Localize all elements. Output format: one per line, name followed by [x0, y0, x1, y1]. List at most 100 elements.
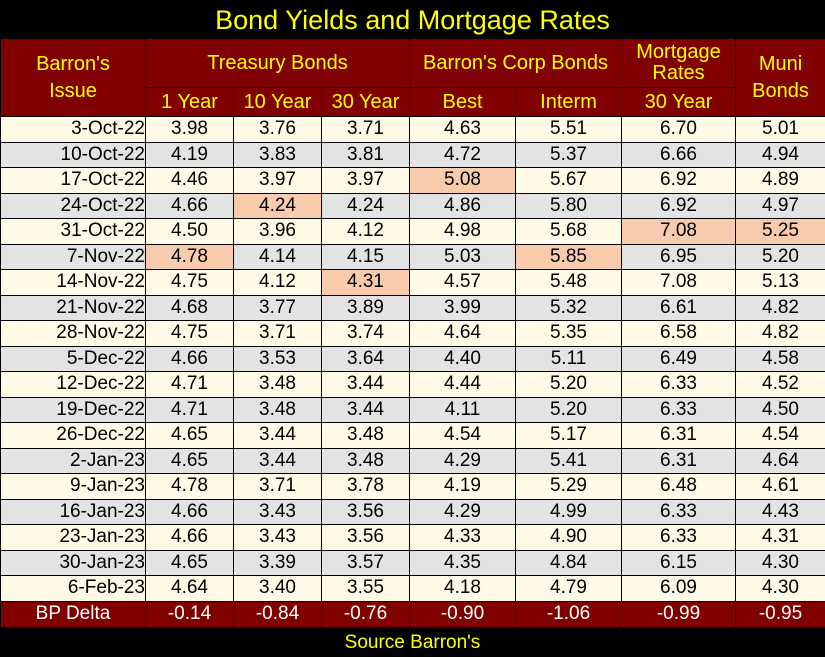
issue-date-cell: 14-Nov-22: [0, 269, 146, 296]
issue-date-cell: 17-Oct-22: [0, 167, 146, 194]
header-corp-bonds: Barron's Corp Bonds: [409, 38, 623, 88]
value-cell: 6.70: [621, 116, 737, 143]
table-row: 26-Dec-22 4.65 3.44 3.48 4.54 5.17 6.31 4.54: [0, 422, 825, 449]
header-treasury-bonds: Treasury Bonds: [144, 38, 411, 88]
value-cell: 4.15: [320, 243, 411, 270]
value-cell: 4.29: [409, 498, 517, 525]
value-cell: 4.63: [409, 116, 517, 143]
value-cell: 4.82: [735, 320, 825, 347]
value-cell: 4.35: [409, 549, 517, 576]
value-cell: 3.98: [145, 116, 234, 143]
highlighted-value-cell: 4.31: [320, 269, 411, 296]
value-cell: 3.48: [233, 371, 322, 398]
delta-cell: -0.84: [233, 600, 322, 628]
value-cell: 4.11: [409, 396, 517, 423]
value-cell: 4.30: [735, 575, 825, 602]
value-cell: 3.39: [233, 549, 322, 576]
value-cell: 4.43: [735, 498, 825, 525]
value-cell: 7.08: [621, 269, 737, 296]
value-cell: 4.66: [145, 498, 234, 525]
value-cell: 3.71: [233, 320, 322, 347]
issue-date-cell: 19-Dec-22: [0, 396, 146, 423]
value-cell: 4.50: [145, 218, 234, 245]
value-cell: 4.97: [735, 192, 825, 219]
issue-date-cell: 31-Oct-22: [0, 218, 146, 245]
header-treasury-30-year: 30 Year: [320, 87, 411, 117]
value-cell: 4.66: [145, 345, 234, 372]
delta-cell: -0.95: [735, 600, 825, 628]
value-cell: 5.37: [515, 141, 623, 168]
value-cell: 4.50: [735, 396, 825, 423]
value-cell: 6.33: [621, 371, 737, 398]
value-cell: 6.58: [621, 320, 737, 347]
table-row: 31-Oct-22 4.50 3.96 4.12 4.98 5.68 7.08 5.25: [0, 218, 825, 245]
value-cell: 5.35: [515, 320, 623, 347]
table-row: 6-Feb-23 4.64 3.40 3.55 4.18 4.79 6.09 4.30: [0, 575, 825, 602]
value-cell: 5.80: [515, 192, 623, 219]
issue-date-cell: 12-Dec-22: [0, 371, 146, 398]
delta-cell: -0.76: [320, 600, 411, 628]
value-cell: 3.97: [233, 167, 322, 194]
value-cell: 4.68: [145, 294, 234, 321]
bp-delta-row: BP Delta -0.14 -0.84 -0.76 -0.90 -1.06 -…: [0, 600, 825, 628]
value-cell: 3.43: [233, 524, 322, 551]
issue-date-cell: 5-Dec-22: [0, 345, 146, 372]
value-cell: 4.18: [409, 575, 517, 602]
header-mortgage-30-year: 30 Year: [621, 87, 737, 117]
value-cell: 3.64: [320, 345, 411, 372]
value-cell: 4.58: [735, 345, 825, 372]
value-cell: 6.31: [621, 447, 737, 474]
value-cell: 4.66: [145, 192, 234, 219]
value-cell: 4.40: [409, 345, 517, 372]
source-caption: Source Barron's: [344, 632, 481, 653]
value-cell: 4.64: [145, 575, 234, 602]
table-row: 16-Jan-23 4.66 3.43 3.56 4.29 4.99 6.33 4.43: [0, 498, 825, 525]
highlighted-value-cell: 4.24: [233, 192, 322, 219]
issue-date-cell: 23-Jan-23: [0, 524, 146, 551]
value-cell: 4.90: [515, 524, 623, 551]
value-cell: 3.81: [320, 141, 411, 168]
issue-date-cell: 26-Dec-22: [0, 422, 146, 449]
header-barrons-issue: Barron's Issue: [0, 38, 146, 117]
value-cell: 3.71: [320, 116, 411, 143]
value-cell: 5.01: [735, 116, 825, 143]
value-cell: 4.82: [735, 294, 825, 321]
value-cell: 4.12: [233, 269, 322, 296]
value-cell: 4.94: [735, 141, 825, 168]
page-title: Bond Yields and Mortgage Rates: [215, 5, 610, 35]
value-cell: 6.33: [621, 524, 737, 551]
value-cell: 6.33: [621, 396, 737, 423]
value-cell: 4.71: [145, 396, 234, 423]
highlighted-value-cell: 7.08: [621, 218, 737, 245]
value-cell: 4.19: [409, 473, 517, 500]
highlighted-value-cell: 4.78: [145, 243, 234, 270]
value-cell: 4.99: [515, 498, 623, 525]
value-cell: 6.15: [621, 549, 737, 576]
value-cell: 4.44: [409, 371, 517, 398]
header-muni-bonds: Muni Bonds: [735, 38, 825, 117]
value-cell: 5.11: [515, 345, 623, 372]
header-corp-best: Best: [409, 87, 517, 117]
issue-date-cell: 24-Oct-22: [0, 192, 146, 219]
value-cell: 4.12: [320, 218, 411, 245]
value-cell: 3.56: [320, 498, 411, 525]
value-cell: 4.24: [320, 192, 411, 219]
value-cell: 3.44: [320, 371, 411, 398]
highlighted-value-cell: 5.25: [735, 218, 825, 245]
value-cell: 4.54: [735, 422, 825, 449]
issue-date-cell: 6-Feb-23: [0, 575, 146, 602]
value-cell: 4.65: [145, 549, 234, 576]
issue-date-cell: 30-Jan-23: [0, 549, 146, 576]
value-cell: 3.83: [233, 141, 322, 168]
bp-delta-label: BP Delta: [0, 600, 146, 628]
value-cell: 4.33: [409, 524, 517, 551]
issue-date-cell: 9-Jan-23: [0, 473, 146, 500]
header-corp-interm: Interm: [515, 87, 623, 117]
value-cell: 4.66: [145, 524, 234, 551]
value-cell: 6.31: [621, 422, 737, 449]
value-cell: 6.95: [621, 243, 737, 270]
value-cell: 5.20: [735, 243, 825, 270]
value-cell: 4.61: [735, 473, 825, 500]
table-row: 2-Jan-23 4.65 3.44 3.48 4.29 5.41 6.31 4.64: [0, 447, 825, 474]
value-cell: 4.98: [409, 218, 517, 245]
